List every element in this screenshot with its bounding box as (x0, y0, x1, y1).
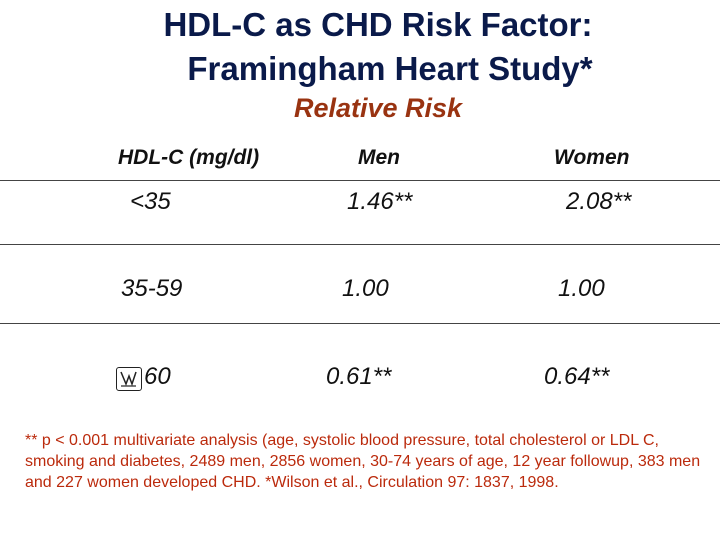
row1-women: 2.08** (566, 188, 632, 215)
slide-title-line1: HDL-C as CHD Risk Factor: (163, 6, 593, 43)
footnote: ** p < 0.001 multivariate analysis (age,… (25, 432, 701, 491)
row3-range: 60 (144, 363, 171, 390)
table-rule-top (0, 180, 720, 181)
header-women: Women (554, 146, 630, 169)
symbol-glyph-icon (120, 371, 137, 387)
slide-title-line2: Framingham Heart Study* (187, 50, 593, 87)
table-rule-bottom (0, 323, 720, 324)
row1-range: <35 (130, 188, 171, 215)
row2-men: 1.00 (342, 275, 389, 302)
slide-subtitle: Relative Risk (293, 93, 463, 123)
row3-women: 0.64** (544, 363, 610, 390)
row1-men: 1.46** (347, 188, 413, 215)
header-hdl: HDL-C (mg/dl) (118, 146, 260, 169)
greater-equal-symbol-icon (116, 367, 142, 391)
header-men: Men (358, 146, 400, 169)
row3-men: 0.61** (326, 363, 392, 390)
row2-women: 1.00 (558, 275, 605, 302)
row2-range: 35-59 (121, 275, 183, 302)
table-rule-middle (0, 244, 720, 245)
